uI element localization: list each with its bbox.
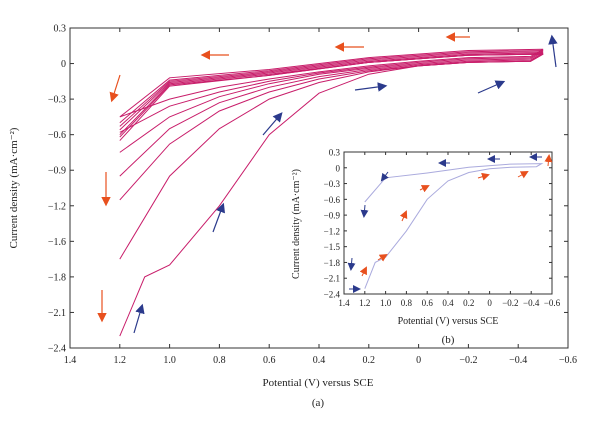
main-x-tick-label: 1.4 bbox=[64, 355, 77, 366]
main-y-tick-label: −1.6 bbox=[48, 237, 66, 248]
inset-x-tick-label: 0.2 bbox=[463, 298, 474, 308]
inset-arrow-blue-4 bbox=[380, 171, 389, 182]
main-y-tick-label: 0 bbox=[61, 59, 66, 70]
inset-background bbox=[344, 152, 552, 294]
main-x-tick-label: 1.0 bbox=[163, 355, 176, 366]
inset-x-tick-label: 0.6 bbox=[422, 298, 434, 308]
main-series-2 bbox=[119, 50, 544, 133]
main-x-ticks: 1.4 1.2 1.0 0.8 0.6 0.4 0.2 0 −0.2 −0.4 −0.6 bbox=[64, 28, 577, 366]
inset-y-tick-label: −0.9 bbox=[324, 211, 341, 221]
main-y-ticks: 0.3 0 −0.3 −0.6 −0.9 −1.2 −1.6 −1.8 −2.1 −2.4 bbox=[48, 24, 568, 355]
inset-arrow-orange-1 bbox=[359, 266, 367, 277]
inset-x-tick-label: −0.6 bbox=[544, 298, 561, 308]
inset-y-tick-label: −2.1 bbox=[324, 274, 340, 284]
main-y-axis-label: Current density (mA·cm⁻²) bbox=[8, 127, 20, 248]
inset-y-ticks: 0.3 0 −0.3 −0.6 −0.9 −1.2 −1.5 −1.8 −2.1 −2.4 bbox=[324, 148, 552, 300]
main-series-4 bbox=[119, 52, 544, 177]
inset-y-tick-label: −0.6 bbox=[324, 195, 341, 205]
inset-arrow-blue-6 bbox=[347, 257, 356, 271]
inset-x-axis-label: Potential (V) versus SCE bbox=[398, 316, 499, 327]
inset-arrow-orange-5 bbox=[477, 172, 490, 181]
main-x-tick-label: −0.4 bbox=[509, 355, 527, 366]
main-y-tick-label: −1.8 bbox=[48, 272, 66, 283]
main-y-tick-label: −0.3 bbox=[48, 95, 66, 106]
inset-series-1 bbox=[364, 163, 544, 289]
inset-x-tick-label: −0.2 bbox=[502, 298, 518, 308]
inset-arrow-orange-6 bbox=[517, 171, 529, 179]
main-x-tick-label: −0.6 bbox=[559, 355, 577, 366]
direction-arrows-inset bbox=[347, 153, 553, 293]
inset-x-tick-label: −0.4 bbox=[523, 298, 540, 308]
panel-label-a: (a) bbox=[312, 397, 325, 409]
inset-arrow-orange-2 bbox=[377, 253, 388, 262]
inset-x-tick-label: 0.8 bbox=[401, 298, 413, 308]
inset-x-tick-label: 0 bbox=[487, 298, 492, 308]
main-x-axis-label: Potential (V) versus SCE bbox=[263, 377, 374, 389]
inset-y-tick-label: −1.5 bbox=[324, 242, 341, 252]
main-x-tick-label: 0.8 bbox=[213, 355, 226, 366]
main-series-1 bbox=[119, 48, 544, 118]
inset-x-tick-label: 0.4 bbox=[442, 298, 454, 308]
inset-y-tick-label: −1.8 bbox=[324, 258, 341, 268]
inset-y-tick-label: 0.3 bbox=[329, 148, 341, 158]
main-series-3 bbox=[119, 51, 544, 153]
panel-label-b: (b) bbox=[442, 334, 455, 346]
main-x-tick-label: 0.4 bbox=[313, 355, 326, 366]
main-x-tick-label: 1.2 bbox=[114, 355, 127, 366]
inset-y-tick-label: −2.4 bbox=[324, 290, 341, 300]
main-y-tick-label: 0.3 bbox=[54, 24, 67, 35]
arrow-blue-right-2 bbox=[477, 80, 506, 94]
inset-arrow-orange-4 bbox=[419, 185, 430, 193]
inset-y-axis-label: Current density (mA·cm⁻²) bbox=[291, 169, 302, 279]
inset-y-tick-label: 0 bbox=[336, 163, 341, 173]
main-y-tick-label: −0.6 bbox=[48, 130, 66, 141]
inset-series-group bbox=[364, 163, 544, 289]
inset-y-tick-label: −0.3 bbox=[324, 179, 341, 189]
inset-arrow-orange-3 bbox=[399, 210, 408, 222]
main-y-tick-label: −2.1 bbox=[48, 308, 66, 319]
inset-x-tick-label: 1.2 bbox=[359, 298, 370, 308]
main-series-group bbox=[119, 48, 544, 337]
main-y-tick-label: −1.2 bbox=[48, 201, 66, 212]
main-y-tick-label: −2.4 bbox=[48, 344, 66, 355]
main-y-tick-label: −0.9 bbox=[48, 166, 66, 177]
arrow-blue-up-1 bbox=[133, 303, 145, 334]
arrow-orange-down-1 bbox=[109, 74, 121, 103]
arrow-blue-up-2 bbox=[212, 202, 226, 233]
main-x-tick-label: 0.6 bbox=[263, 355, 276, 366]
main-series-7 bbox=[119, 53, 544, 337]
direction-arrows-main bbox=[97, 32, 558, 334]
inset-x-tick-label: 1.0 bbox=[380, 298, 392, 308]
main-x-tick-label: 0 bbox=[416, 355, 421, 366]
arrow-blue-right-1 bbox=[354, 82, 388, 92]
inset-x-ticks: 1.4 1.2 1.0 0.8 0.6 0.4 0.2 0 −0.2 −0.4 −0.6 bbox=[338, 152, 561, 308]
inset-x-tick-label: 1.4 bbox=[338, 298, 350, 308]
arrow-blue-up-3 bbox=[262, 112, 283, 136]
arrow-blue-up-4 bbox=[548, 34, 558, 68]
inset-y-tick-label: −1.2 bbox=[324, 226, 340, 236]
inset-arrow-orange-7 bbox=[544, 154, 553, 167]
main-x-tick-label: 0.2 bbox=[363, 355, 376, 366]
main-x-tick-label: −0.2 bbox=[459, 355, 477, 366]
inset-arrow-blue-5 bbox=[360, 204, 369, 218]
